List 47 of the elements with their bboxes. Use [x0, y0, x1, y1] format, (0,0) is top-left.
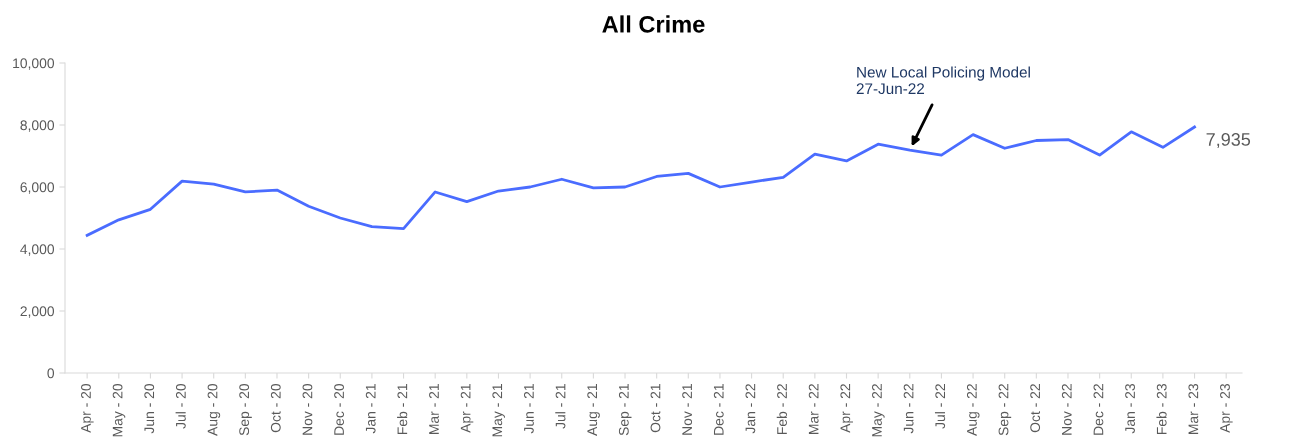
y-tick-label: 8,000	[20, 120, 55, 132]
x-tick-label: Nov - 20	[302, 383, 313, 435]
x-tick-label: Oct - 21	[650, 384, 661, 433]
x-tick-label: Feb - 23	[1156, 384, 1167, 434]
x-tick-label: Apr - 20	[81, 383, 94, 433]
x-tick-label: Oct - 22	[1030, 384, 1041, 433]
x-tick-label: Sep - 21	[618, 384, 632, 436]
y-tick-label: 2,000	[20, 306, 55, 318]
x-tick-label: Jul - 22	[934, 384, 946, 429]
line-series	[85, 125, 1196, 237]
x-tick-label: Dec - 20	[334, 383, 344, 435]
chart-title: All Crime	[602, 15, 705, 33]
x-tick-label: Jun - 21	[524, 384, 534, 434]
y-tick-label: 10,000	[13, 58, 55, 70]
x-tick-label: Jan - 21	[365, 384, 376, 434]
x-tick-label: Feb - 22	[776, 384, 787, 434]
x-tick-label: Jul - 20	[175, 383, 186, 429]
x-tick-label: Jan - 22	[745, 384, 756, 434]
y-tick-label: 4,000	[20, 244, 55, 256]
x-tick-label: Apr - 21	[460, 384, 474, 433]
x-tick-label: Dec - 21	[713, 384, 724, 435]
x-tick-label: Nov - 22	[1061, 384, 1072, 435]
data-label: 7,935	[1206, 133, 1251, 148]
x-tick-label: Jun - 22	[903, 384, 914, 434]
x-tick-label: Sep - 22	[998, 384, 1012, 436]
x-tick-label: Dec - 22	[1093, 384, 1104, 435]
x-tick-label: Sep - 20	[239, 383, 252, 436]
x-tick-label: May - 21	[492, 384, 505, 437]
x-tick-label: Feb - 21	[397, 384, 408, 434]
x-tick-label: Jan - 23	[1125, 384, 1135, 434]
x-tick-label: Jul - 21	[555, 384, 566, 429]
x-tick-label: Mar - 21	[429, 384, 439, 434]
x-tick-label: Jun - 20	[144, 383, 155, 434]
x-tick-label: Mar - 22	[808, 384, 819, 434]
x-tick-label: Aug - 22	[966, 384, 980, 436]
x-tick-label: Apr - 23	[1220, 384, 1233, 433]
x-tick-label: May - 20	[112, 383, 126, 437]
y-tick-label: 6,000	[20, 182, 55, 194]
x-tick-label: May - 22	[872, 384, 885, 437]
x-tick-label: Mar - 23	[1188, 384, 1199, 434]
annotation: New Local Policing Model 27-Jun-22	[856, 66, 1030, 95]
x-tick-label: Nov - 21	[682, 384, 693, 435]
x-tick-label: Aug - 21	[587, 384, 600, 436]
x-tick-label: Oct - 20	[270, 383, 281, 433]
x-tick-label: Aug - 20	[207, 383, 221, 436]
x-tick-label: Apr - 22	[840, 384, 853, 433]
y-tick-label: 0	[47, 368, 55, 379]
